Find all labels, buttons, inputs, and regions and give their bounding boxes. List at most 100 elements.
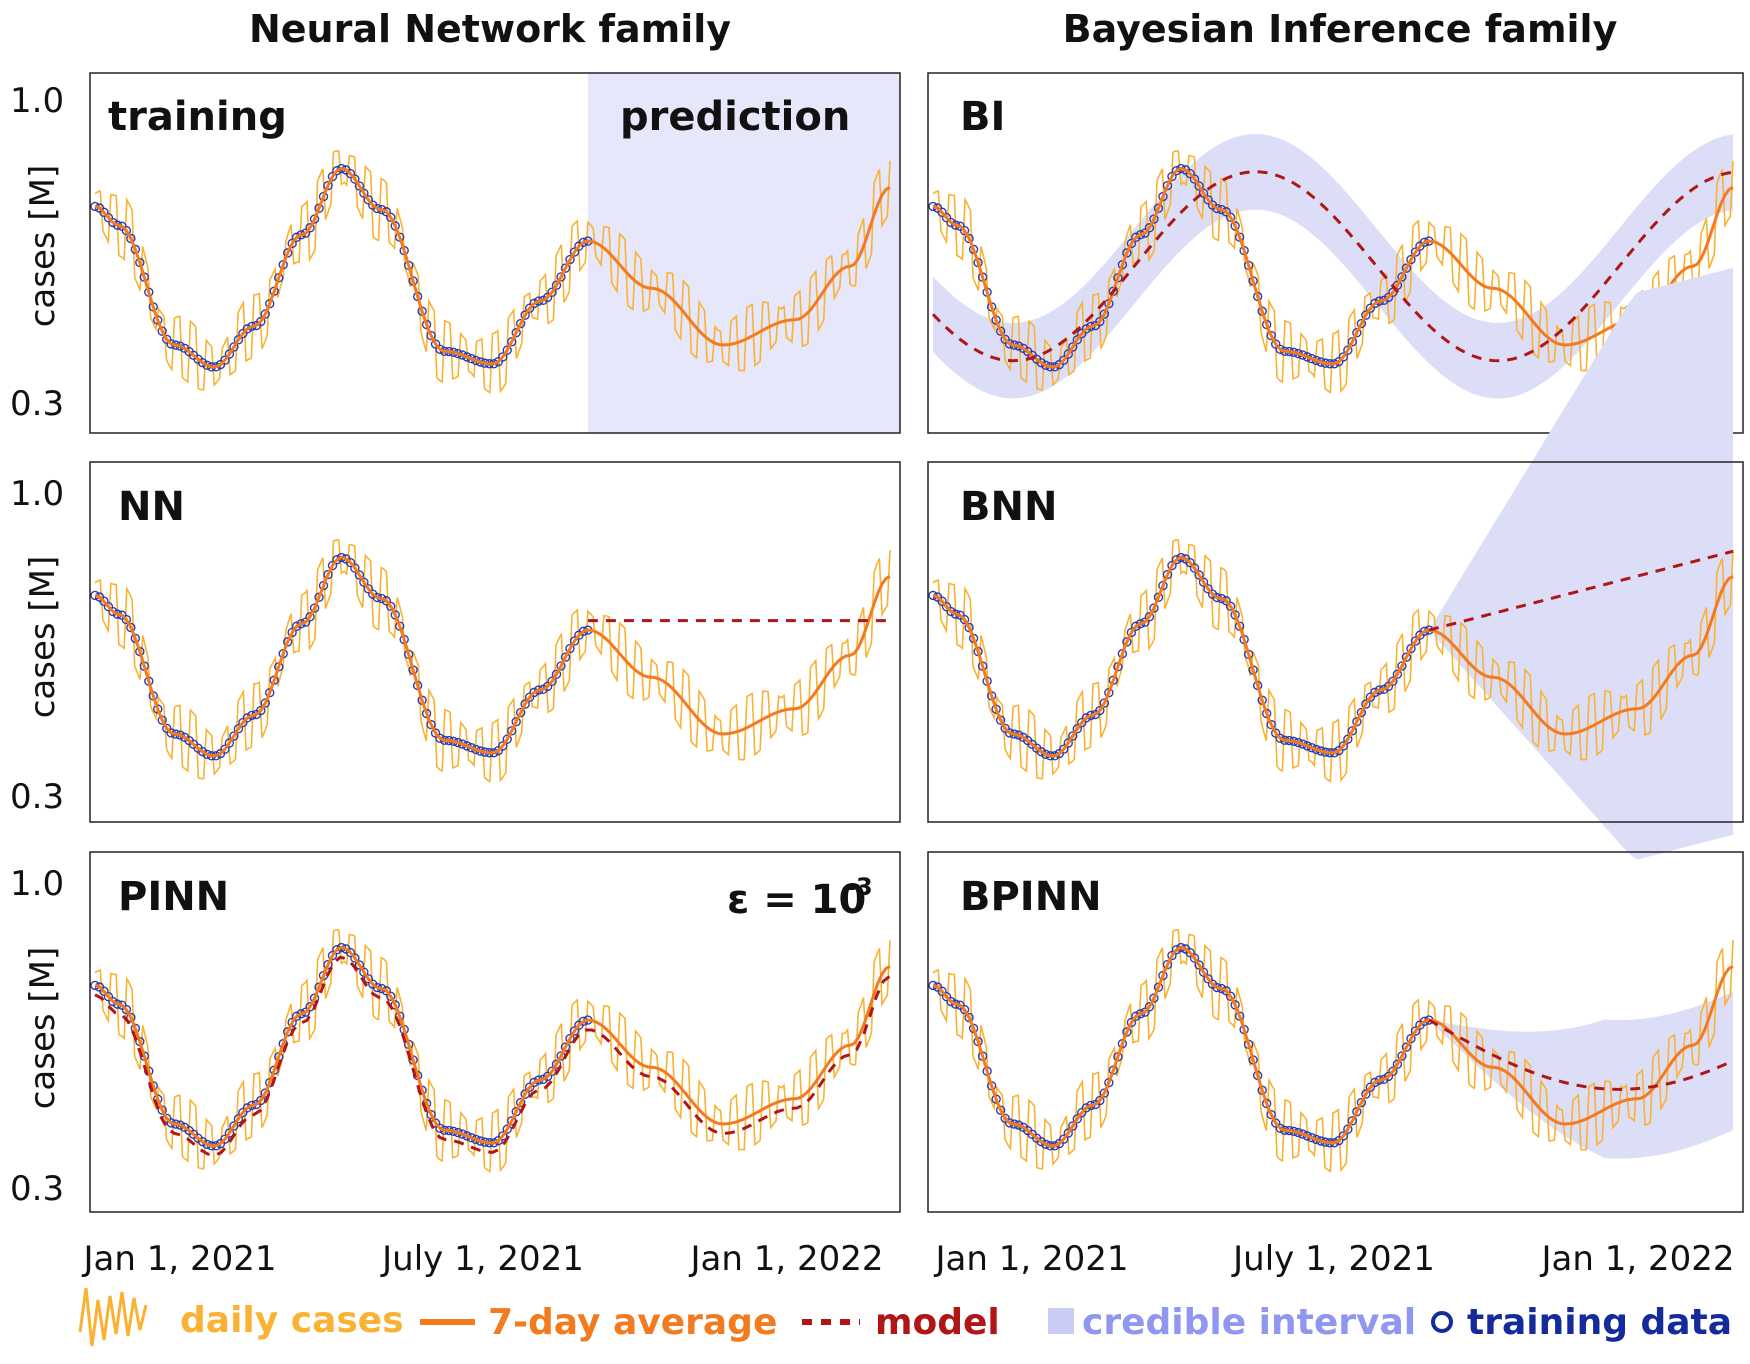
training-point xyxy=(327,560,338,571)
training-point xyxy=(381,207,391,217)
training-point xyxy=(946,996,956,1007)
training-point xyxy=(1388,676,1398,686)
training-point xyxy=(1221,596,1231,606)
training-point xyxy=(1410,636,1421,646)
training-point xyxy=(498,352,508,362)
training-point xyxy=(1149,603,1159,613)
training-point xyxy=(1171,944,1182,955)
epsilon-annotation: ε = 10 -3 xyxy=(727,873,873,923)
training-point xyxy=(1401,1042,1412,1052)
training-point xyxy=(498,1131,508,1141)
x-axis-left: Jan 1, 2021 July 1, 2021 Jan 1, 2022 xyxy=(82,1239,884,1279)
training-point xyxy=(359,577,369,587)
legend: daily cases 7-day average model credible… xyxy=(78,1287,1732,1347)
training-point xyxy=(498,741,508,751)
panel-label-pinn: PINN xyxy=(118,874,229,920)
model-line xyxy=(931,170,1734,363)
x-tick: July 1, 2021 xyxy=(1231,1239,1435,1279)
panel-frame xyxy=(89,851,901,1213)
training-point xyxy=(560,263,571,273)
training-point xyxy=(1189,563,1200,573)
training-point xyxy=(1352,327,1362,338)
training-point xyxy=(520,1089,530,1099)
training-point xyxy=(551,1059,562,1069)
panel-label-bi: BI xyxy=(960,94,1005,140)
training-point xyxy=(345,557,356,568)
training-point xyxy=(108,996,118,1007)
panel-frame xyxy=(927,72,1744,434)
training-point xyxy=(1185,557,1195,568)
training-point xyxy=(1347,1116,1358,1126)
training-point xyxy=(1189,953,1200,963)
training-point xyxy=(1406,254,1416,265)
training-point xyxy=(937,207,947,217)
daily-cases-line xyxy=(94,539,891,783)
training-point xyxy=(964,1012,974,1023)
training-point xyxy=(1099,1088,1110,1098)
training-point xyxy=(1361,310,1371,320)
training-point xyxy=(323,569,333,580)
training-point xyxy=(547,676,557,686)
epsilon-exponent: -3 xyxy=(846,873,873,901)
training-point xyxy=(121,614,132,625)
y-axis-label: cases [M] xyxy=(23,556,63,719)
training-point xyxy=(291,1011,302,1021)
training-point xyxy=(1401,263,1412,273)
x-tick: Jan 1, 2021 xyxy=(82,1239,277,1279)
training-point xyxy=(1203,584,1213,594)
training-point xyxy=(354,570,365,580)
training-point xyxy=(291,232,302,242)
training-point xyxy=(1131,232,1141,242)
training-point xyxy=(1068,731,1078,741)
training-point xyxy=(502,734,512,744)
training-point xyxy=(1095,1095,1105,1106)
training-point xyxy=(108,606,118,617)
training-point xyxy=(560,652,571,662)
training-point xyxy=(99,207,109,217)
training-point xyxy=(1356,707,1367,718)
y-tick-bottom: 0.3 xyxy=(10,1169,64,1209)
training-point xyxy=(1068,1121,1078,1131)
region-label-training: training xyxy=(108,94,287,140)
training-point xyxy=(390,610,400,620)
training-point xyxy=(332,944,342,955)
training-point xyxy=(511,716,521,727)
training-point xyxy=(256,316,266,327)
training-point xyxy=(390,221,400,231)
panel-label-bpinn: BPINN xyxy=(960,874,1102,920)
training-point xyxy=(224,1128,235,1138)
x-tick: July 1, 2021 xyxy=(380,1239,584,1279)
y-axis-label: cases [M] xyxy=(23,165,63,328)
training-point xyxy=(386,601,396,611)
training-point xyxy=(1072,1114,1082,1124)
training-point xyxy=(1370,687,1380,698)
training-point xyxy=(99,986,109,996)
training-point xyxy=(1406,643,1416,654)
training-point xyxy=(511,327,521,338)
training-point xyxy=(1230,1000,1240,1010)
training-point xyxy=(1068,342,1078,352)
legend-ci-icon xyxy=(1048,1308,1074,1334)
training-point xyxy=(126,233,136,244)
training-point xyxy=(515,707,526,718)
training-point xyxy=(229,1121,239,1131)
training-point xyxy=(1081,324,1092,334)
training-point xyxy=(964,622,974,633)
training-point xyxy=(1406,1033,1416,1044)
training-point xyxy=(291,621,302,631)
y-axis-label: cases [M] xyxy=(23,947,63,1110)
training-point xyxy=(551,280,562,290)
training-point xyxy=(1392,669,1403,679)
training-point xyxy=(1347,726,1358,736)
training-point xyxy=(1230,221,1240,231)
panel-4 xyxy=(927,267,1744,860)
training-point xyxy=(529,298,539,309)
training-point xyxy=(287,238,297,249)
training-point xyxy=(1225,601,1236,611)
training-point xyxy=(1059,1134,1069,1144)
training-point xyxy=(224,349,235,359)
training-point xyxy=(1099,309,1110,319)
panel-1 xyxy=(89,461,901,823)
training-point xyxy=(1410,247,1421,257)
